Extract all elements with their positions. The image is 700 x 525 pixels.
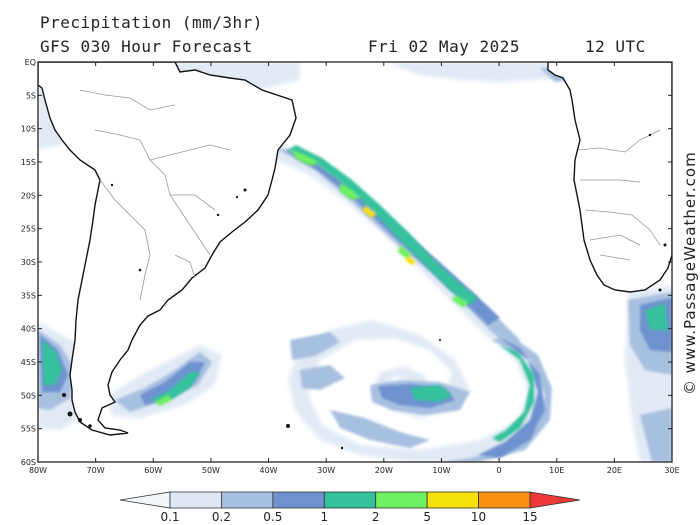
colorbar-level-label: 0.5 <box>263 510 282 524</box>
latitude-axis: EQ 5S 10S 15S 20S 25S 30S 35S 40S 45S 50S 55S 60S <box>21 58 672 467</box>
colorbar-segment <box>478 491 531 509</box>
latitude-label: 45S <box>21 358 36 367</box>
colorbar-level-label: 5 <box>423 510 431 524</box>
longitude-label: 40W <box>259 466 277 475</box>
colorbar-level-label: 15 <box>522 510 537 524</box>
longitude-label: 30W <box>317 466 335 475</box>
colorbar-level-label: 1 <box>320 510 328 524</box>
latitude-label: 40S <box>21 325 36 334</box>
latitude-label: 50S <box>21 391 36 400</box>
forecast-time: 12 UTC <box>585 37 646 56</box>
colorbar-level-label: 10 <box>471 510 486 524</box>
longitude-label: 70W <box>87 466 105 475</box>
latitude-label: 55S <box>21 425 36 434</box>
latitude-label: 5S <box>26 91 36 100</box>
colorbar-segment <box>272 491 325 509</box>
latitude-label: 20S <box>21 191 36 200</box>
africa-landmass <box>547 62 672 293</box>
colorbar-level-label: 0.2 <box>212 510 231 524</box>
colorbar-segment <box>169 491 222 509</box>
longitude-label: 10E <box>549 466 564 475</box>
longitude-label: 60W <box>144 466 162 475</box>
watermark-text: © www.PassageWeather.com <box>681 151 699 395</box>
latitude-label: EQ <box>25 58 36 67</box>
colorbar-level-label: 2 <box>372 510 380 524</box>
longitude-label: 30E <box>664 466 679 475</box>
colorbar-segment <box>323 491 377 509</box>
colorbar-segment <box>221 491 274 509</box>
latitude-label: 25S <box>21 225 36 234</box>
latitude-label: 60S <box>21 458 36 467</box>
south-america-landmass <box>38 62 297 436</box>
map-title: Precipitation (mm/3hr) <box>40 13 263 32</box>
colorbar-segment <box>375 491 428 509</box>
latitude-label: 15S <box>21 158 36 167</box>
longitude-label: 0 <box>497 466 502 475</box>
latitude-label: 10S <box>21 125 36 134</box>
colorbar-segment <box>426 491 479 509</box>
forecast-date: Fri 02 May 2025 <box>368 37 520 56</box>
colorbar-level-label: 0.1 <box>160 510 179 524</box>
precipitation-colorbar: 0.1 0.2 0.5 1 2 5 10 15 <box>119 491 581 524</box>
latitude-label: 30S <box>21 258 36 267</box>
longitude-label: 50W <box>202 466 220 475</box>
latitude-label: 35S <box>21 291 36 300</box>
country-borders <box>79 89 661 301</box>
forecast-subtitle: GFS 030 Hour Forecast <box>40 37 253 56</box>
colorbar-high-extension <box>529 491 581 509</box>
longitude-label: 20E <box>607 466 622 475</box>
longitude-label: 10W <box>432 466 450 475</box>
precipitation-field-heavy <box>42 145 668 442</box>
longitude-axis: 80W 70W 60W 50W 40W 30W 20W 10W 0 10E 20E 30E <box>29 62 680 475</box>
longitude-label: 20W <box>375 466 393 475</box>
longitude-label: 80W <box>29 466 47 475</box>
coastal-islands <box>62 133 667 450</box>
colorbar-low-extension <box>119 491 171 509</box>
